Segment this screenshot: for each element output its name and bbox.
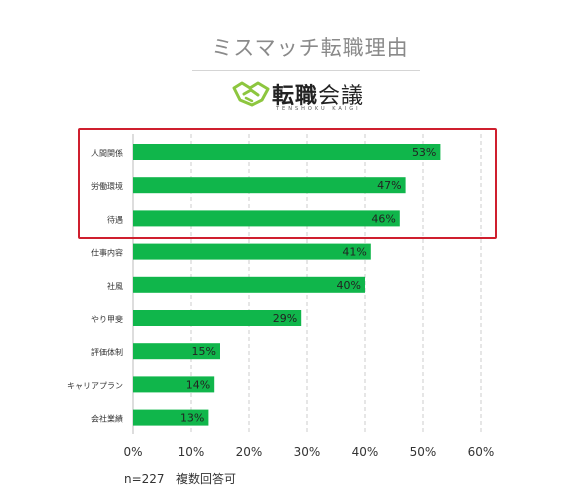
bar — [133, 210, 400, 227]
category-label: 労働環境 — [91, 181, 123, 191]
category-label: 社風 — [107, 281, 123, 291]
logo-wordmark: 転職会議 — [272, 84, 365, 109]
logo-subtitle: TENSHOKU KAIGI — [276, 106, 361, 112]
category-label: 仕事内容 — [91, 248, 123, 258]
category-label: 評価体制 — [91, 347, 123, 357]
data-label: 53% — [412, 146, 436, 159]
bar — [133, 376, 215, 393]
x-tick-label: 20% — [236, 445, 263, 459]
title-divider — [192, 70, 420, 71]
category-label: やり甲斐 — [91, 314, 123, 324]
category-label: 会社業績 — [91, 414, 123, 424]
x-tick-label: 60% — [468, 445, 495, 459]
bar — [133, 343, 220, 360]
multiple-answer-note: 複数回答可 — [176, 472, 237, 486]
bar — [133, 409, 209, 426]
tenshoku-kaigi-logo: 転職会議 TENSHOKU KAIGI — [232, 76, 382, 118]
bar — [133, 310, 302, 326]
handshake-icon — [232, 81, 270, 107]
x-tick-label: 40% — [352, 445, 379, 459]
data-label: 29% — [273, 312, 297, 325]
highlight-box — [78, 128, 497, 239]
data-label: 40% — [337, 279, 361, 292]
x-tick-label: 0% — [123, 445, 142, 459]
bar — [133, 276, 365, 293]
x-tick-label: 30% — [294, 445, 321, 459]
x-tick-label: 50% — [410, 445, 437, 459]
category-label: 待遇 — [107, 214, 123, 224]
chart-title: ミスマッチ転職理由 — [211, 36, 409, 60]
x-axis-ticks: 0% 10% 20% 30% 40% 50% 60% — [123, 445, 494, 459]
x-tick-label: 10% — [178, 445, 205, 459]
data-label: 47% — [377, 179, 401, 192]
bar — [133, 177, 406, 194]
category-label: 人間関係 — [91, 149, 123, 158]
data-label: 46% — [371, 212, 395, 225]
bars: 53% 47% 46% 41% 40% 29% 15% 14% 13% — [133, 144, 441, 426]
data-label: 41% — [342, 246, 366, 259]
bar — [133, 243, 371, 260]
data-label: 14% — [186, 378, 210, 391]
sample-size: n=227 — [124, 472, 165, 486]
data-label: 13% — [180, 412, 204, 425]
footnote: n=227 複数回答可 — [124, 470, 236, 487]
bar — [133, 144, 441, 160]
data-label: 15% — [192, 345, 216, 358]
category-label: キャリアプラン — [67, 381, 123, 390]
